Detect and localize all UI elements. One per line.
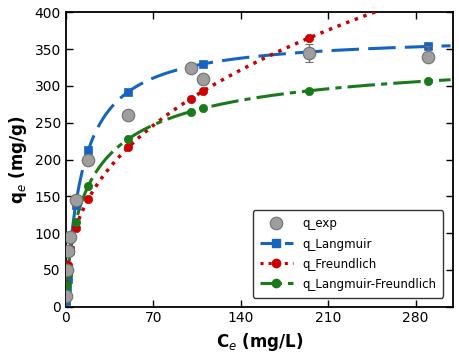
Y-axis label: q$_e$ (mg/g): q$_e$ (mg/g) xyxy=(7,115,29,204)
X-axis label: C$_e$ (mg/L): C$_e$ (mg/L) xyxy=(215,331,302,353)
Legend: q_exp, q_Langmuir, q_Freundlich, q_Langmuir-Freundlich: q_exp, q_Langmuir, q_Freundlich, q_Langm… xyxy=(252,210,442,298)
